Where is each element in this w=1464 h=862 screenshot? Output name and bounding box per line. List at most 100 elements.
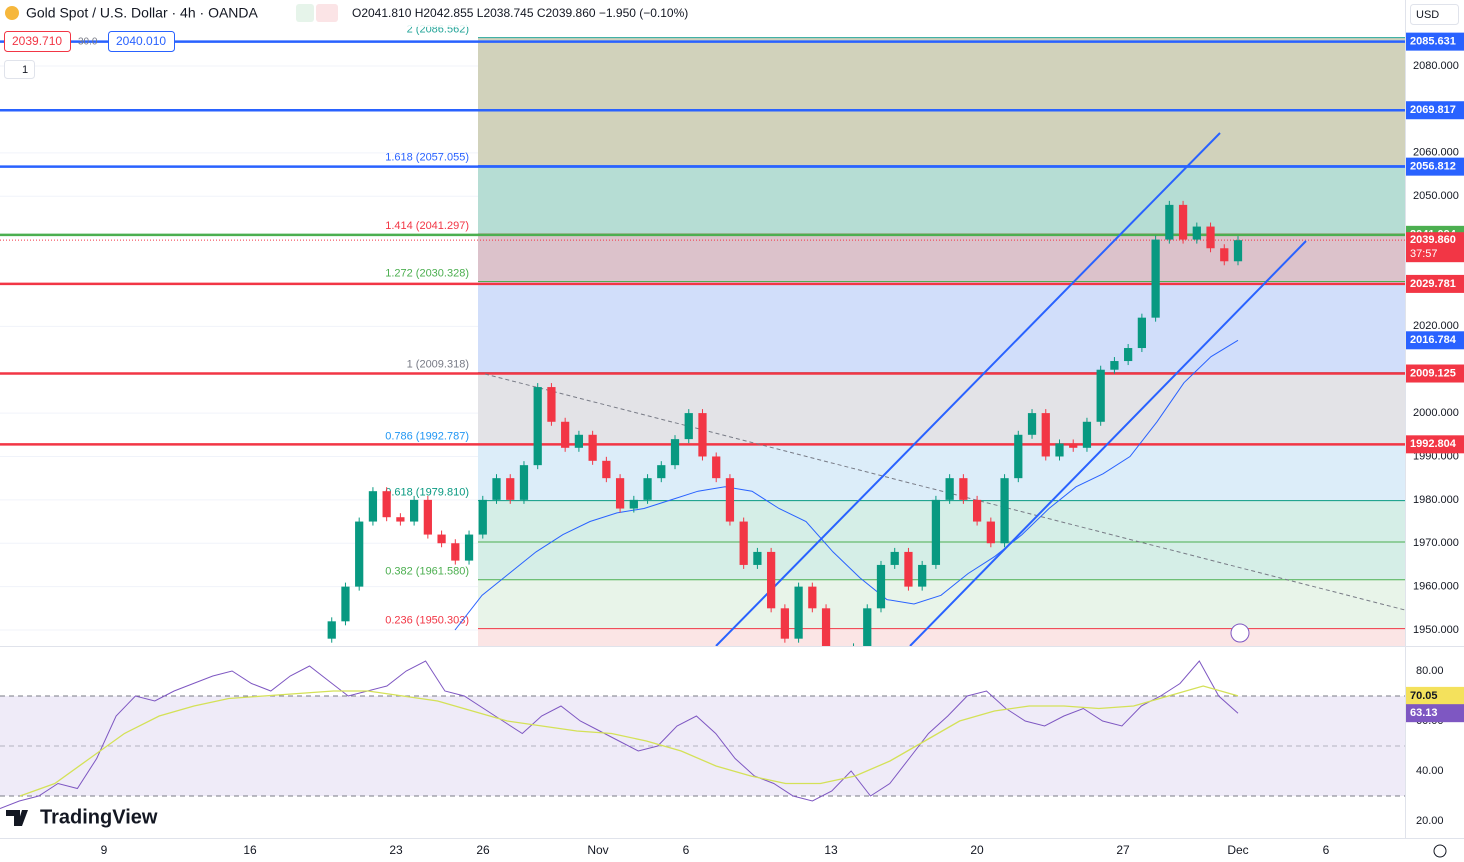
candle	[355, 521, 364, 587]
fib-label: 0.618 (1979.810)	[385, 487, 469, 499]
candle	[506, 478, 515, 500]
rsi-line	[0, 660, 1239, 809]
price-tick-label: 1960.000	[1413, 581, 1459, 593]
fib-zone	[478, 372, 1405, 445]
candle	[821, 608, 831, 646]
candle	[904, 551, 913, 587]
logo-text: TradingView	[40, 806, 158, 828]
candle	[1000, 478, 1009, 544]
candle	[986, 521, 995, 544]
time-tick-label: 13	[824, 843, 838, 857]
fib-zone	[478, 628, 1405, 646]
alert-icon[interactable]	[1230, 623, 1250, 643]
time-tick-label: 23	[389, 843, 403, 857]
symbol-title: Gold Spot / U.S. Dollar · 4h · OANDA	[26, 5, 259, 21]
candle	[725, 478, 735, 522]
price-tag	[1406, 435, 1464, 454]
price-tick-label: 2050.000	[1413, 190, 1459, 202]
sell-price: 2039.710	[12, 34, 62, 48]
price-tag-label: 2016.784	[1410, 334, 1457, 346]
candle	[1192, 226, 1201, 240]
price-tag-label: 2085.631	[1410, 36, 1456, 48]
candle	[1096, 369, 1105, 422]
candle	[959, 478, 968, 500]
time-tick-label: 26	[476, 843, 490, 857]
time-tick-label: 16	[243, 843, 257, 857]
button[interactable]	[316, 4, 338, 22]
time-tick-label: 27	[1116, 843, 1130, 857]
fib-zone	[478, 165, 1405, 234]
candle	[629, 499, 638, 509]
symbol-icon	[5, 6, 19, 20]
fib-label: 0.236 (1950.303)	[385, 615, 469, 627]
candle	[918, 564, 927, 587]
time-tick-label: 6	[683, 843, 690, 857]
candle	[1027, 413, 1037, 435]
candle	[767, 551, 776, 609]
price-tag	[1406, 331, 1464, 350]
candle	[1137, 317, 1146, 349]
header: Gold Spot / U.S. Dollar · 4h · OANDA O20…	[0, 0, 1459, 79]
candle	[547, 387, 556, 422]
candle	[1124, 348, 1133, 362]
spread: 30.0	[78, 37, 98, 48]
candle	[1233, 240, 1243, 262]
candle	[1220, 248, 1229, 262]
currency: USD	[1416, 9, 1439, 21]
candle	[519, 465, 529, 500]
fib-zone	[478, 579, 1405, 629]
button[interactable]	[296, 4, 314, 22]
candle	[615, 478, 625, 509]
candle	[794, 586, 803, 639]
price-tick-label: 1980.000	[1413, 494, 1459, 506]
fib-zone	[478, 500, 1405, 580]
time-tick-label: Dec	[1227, 843, 1248, 857]
fib-label: 1.414 (2041.297)	[385, 220, 469, 232]
candle	[657, 465, 666, 479]
candle	[876, 564, 886, 609]
sell-button[interactable]	[4, 31, 71, 52]
price-tag-label: 2056.812	[1410, 161, 1456, 173]
candle	[712, 456, 721, 479]
candle	[1055, 443, 1064, 457]
price-tag	[1406, 364, 1464, 383]
price-tag	[1406, 274, 1464, 293]
trend-line	[484, 373, 1405, 611]
price-tick-label: 1950.000	[1413, 624, 1459, 636]
candle	[808, 586, 817, 609]
fib-label: 1.272 (2030.328)	[385, 267, 469, 279]
currency-button[interactable]	[1410, 4, 1459, 25]
settings-icon[interactable]	[1433, 844, 1447, 858]
price-tag	[1406, 232, 1464, 263]
price-tick-label: 2020.000	[1413, 320, 1459, 332]
price-tag	[1406, 101, 1464, 120]
price-tag-label: 70.05	[1410, 690, 1438, 702]
candle	[1178, 204, 1188, 240]
fib-zone	[478, 281, 1405, 373]
candle	[423, 499, 432, 535]
price-tick-label: 2080.000	[1413, 60, 1459, 72]
candle	[1165, 204, 1174, 240]
channel-line	[715, 132, 1221, 646]
rsi-tick-label: 40.00	[1416, 765, 1444, 777]
price-tick-label: 2060.000	[1413, 147, 1459, 159]
candle	[478, 499, 487, 535]
candle	[561, 421, 570, 448]
price-tag-label: 2029.781	[1410, 278, 1456, 290]
rsi-tick-label: 20.00	[1416, 815, 1444, 827]
candle	[780, 608, 789, 639]
candle	[753, 551, 762, 565]
candle	[1014, 434, 1023, 479]
price-tag-label: 2009.125	[1410, 367, 1456, 379]
time-tick-label: 20	[970, 843, 984, 857]
moving-average	[454, 339, 1239, 631]
logo: TradingView	[6, 806, 158, 828]
price-tick-label: 2000.000	[1413, 407, 1459, 419]
candle	[698, 413, 707, 457]
fib-label: 0.786 (1992.787)	[385, 430, 469, 442]
candles	[327, 200, 1243, 646]
rsi-tick-label: 80.00	[1416, 665, 1444, 677]
buy-button[interactable]	[108, 31, 175, 52]
quantity[interactable]	[4, 60, 35, 79]
time-tick-label: Nov	[587, 843, 608, 857]
